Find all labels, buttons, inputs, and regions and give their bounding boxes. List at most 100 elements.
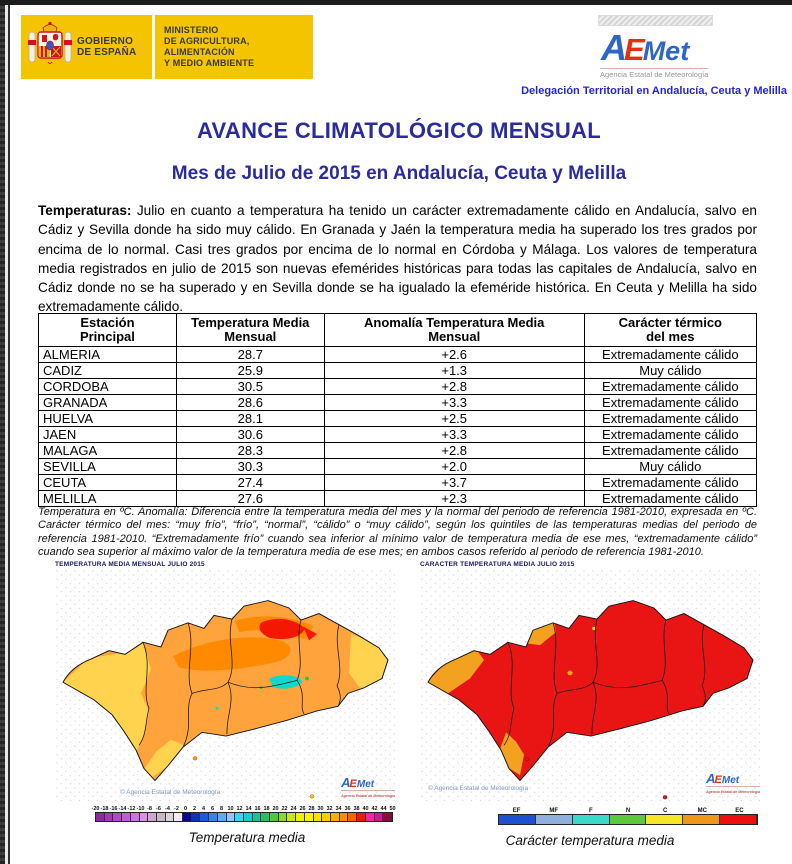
scale-tick-label: 18: [263, 806, 270, 812]
scan-edge-left: [0, 5, 5, 864]
table-cell: 28.3: [175, 442, 325, 459]
table-row: MALAGA 28.3 +2.8 Extremadamente cálido: [38, 442, 758, 459]
scale-color-cell: [287, 813, 297, 821]
legend-color-cell: [720, 815, 758, 824]
scale-color-cell: [330, 813, 340, 821]
scale-color-cell: [113, 813, 123, 821]
legend-color-cell: [535, 815, 573, 824]
temperature-map-figure: TEMPERATURA MEDIA MENSUAL JULIO 2015: [55, 561, 396, 845]
scale-color-cell: [191, 813, 201, 821]
table-row: MELILLA 27.6 +2.3 Extremadamente cálido: [38, 490, 758, 507]
scale-tick-label: 12: [236, 806, 243, 812]
scale-tick-label: 20: [272, 806, 279, 812]
table-header-row: Estación Principal Temperatura Media Mensua…: [38, 313, 758, 347]
character-map-caption: Carácter temperatura media: [505, 833, 675, 848]
mini-logo-a: A: [341, 775, 350, 790]
scale-color-cell: [200, 813, 210, 821]
scale-tick-label: 50: [389, 806, 396, 812]
scale-tick-label: -18: [100, 806, 109, 812]
character-map: [420, 569, 760, 801]
mini-logo-e: E: [349, 778, 357, 790]
table-row: HUELVA 28.1 +2.5 Extremadamente cálido: [38, 410, 758, 427]
stations-table: Estación Principal Temperatura Media Mensua…: [38, 313, 758, 507]
table-cell: Extremadamente cálido: [583, 346, 758, 363]
table-cell: 30.5: [175, 378, 325, 395]
map-copyright: © Agencia Estatal de Meteorología: [428, 785, 529, 792]
temperature-map: [55, 569, 395, 801]
ceuta-dot: [524, 757, 530, 762]
scale-tick-label: 22: [281, 806, 288, 812]
table-cell: Extremadamente cálido: [583, 410, 758, 427]
temp-scale-cells: [95, 812, 393, 822]
table-cell: 30.3: [175, 458, 325, 475]
scale-color-cell: [183, 813, 192, 821]
table-cell: Extremadamente cálido: [583, 490, 758, 507]
table-row: GRANADA 28.6 +3.3 Extremadamente cálido: [38, 394, 758, 411]
scale-color-cell: [304, 813, 314, 821]
scale-tick-label: -8: [147, 806, 152, 812]
legend-color-cell: [572, 815, 610, 824]
column-header: Estación Principal: [38, 313, 177, 347]
page-title: AVANCE CLIMATOLÓGICO MENSUAL: [197, 118, 601, 143]
scale-color-cell: [226, 813, 236, 821]
legend-label: MC: [697, 808, 707, 814]
table-cell: +2.8: [323, 378, 585, 395]
table-row: ALMERIA 28.7 +2.6 Extremadamente cálido: [38, 346, 758, 363]
legend-label: N: [625, 808, 631, 814]
map-copyright: © Agencia Estatal de Meteorología: [120, 789, 221, 796]
table-cell: +2.0: [323, 458, 585, 475]
column-header: Anomalía Temperatura Media Mensual: [323, 313, 585, 347]
ministerio-title: MINISTERIO DE AGRICULTURA, ALIMENTACIÓN …: [164, 25, 255, 68]
table-cell: HUELVA: [38, 410, 177, 427]
table-cell: +2.6: [323, 346, 585, 363]
table-row: CORDOBA 30.5 +2.8 Extremadamente cálido: [38, 378, 758, 395]
scale-tick-label: 38: [353, 806, 360, 812]
scale-color-cell: [357, 813, 366, 821]
scale-tick-label: 34: [335, 806, 342, 812]
table-cell: CEUTA: [38, 474, 177, 491]
scan-edge-gap: [5, 5, 8, 864]
mini-logo-met: Met: [721, 775, 740, 786]
aemet-mini-logo: AEMet Agencia Estatal de Meteorología: [706, 772, 760, 798]
temperature-map-title: TEMPERATURA MEDIA MENSUAL JULIO 2015: [55, 561, 205, 568]
character-map-title: CARACTER TEMPERATURA MEDIA JULIO 2015: [420, 561, 575, 568]
table-cell: Muy cálido: [583, 458, 758, 475]
scale-color-cell: [122, 813, 131, 821]
table-cell: 28.7: [175, 346, 325, 363]
paragraph-body: Julio en cuanto a temperatura ha tenido …: [38, 203, 757, 315]
temperature-map-caption: Temperatura media: [188, 830, 306, 845]
char-legend-cells: [498, 814, 758, 825]
scan-edge-line: [8, 5, 10, 864]
scale-tick-label: -14: [118, 806, 127, 812]
gobierno-panel: GOBIERNO DE ESPAÑA: [21, 15, 152, 79]
legend-label: F: [589, 808, 593, 814]
scale-color-cell: [130, 813, 140, 821]
spain-coat-of-arms-icon: [28, 21, 72, 64]
table-cell: CADIZ: [38, 362, 177, 379]
table-cell: MELILLA: [38, 490, 177, 507]
legend-color-cell: [499, 815, 536, 824]
scale-tick-label: 2: [192, 806, 197, 812]
table-row: CADIZ 25.9 +1.3 Muy cálido: [38, 362, 758, 379]
scale-color-cell: [339, 813, 349, 821]
page-subtitle: Mes de Julio de 2015 en Andalucía, Ceuta…: [171, 163, 627, 184]
legend-label: C: [662, 808, 668, 814]
aemet-logo-a: A: [601, 27, 627, 68]
scale-color-cell: [365, 813, 375, 821]
table-row: SEVILLA 30.3 +2.0 Muy cálido: [38, 458, 758, 475]
scale-color-cell: [383, 813, 392, 821]
scale-tick-label: 26: [299, 806, 306, 812]
table-cell: +3.3: [323, 426, 585, 443]
table-cell: +3.7: [323, 474, 585, 491]
table-cell: Extremadamente cálido: [583, 394, 758, 411]
scale-tick-label: -2: [174, 806, 179, 812]
scale-color-cell: [348, 813, 358, 821]
scale-tick-label: 42: [371, 806, 378, 812]
column-header: Temperatura Media Mensual: [175, 313, 325, 347]
scale-tick-label: 14: [245, 806, 252, 812]
scale-tick-label: 28: [308, 806, 315, 812]
scale-tick-label: 32: [326, 806, 333, 812]
temperaturas-paragraph: Temperaturas: Julio en cuanto a temperat…: [38, 201, 757, 317]
ceuta-dot: [192, 756, 198, 761]
